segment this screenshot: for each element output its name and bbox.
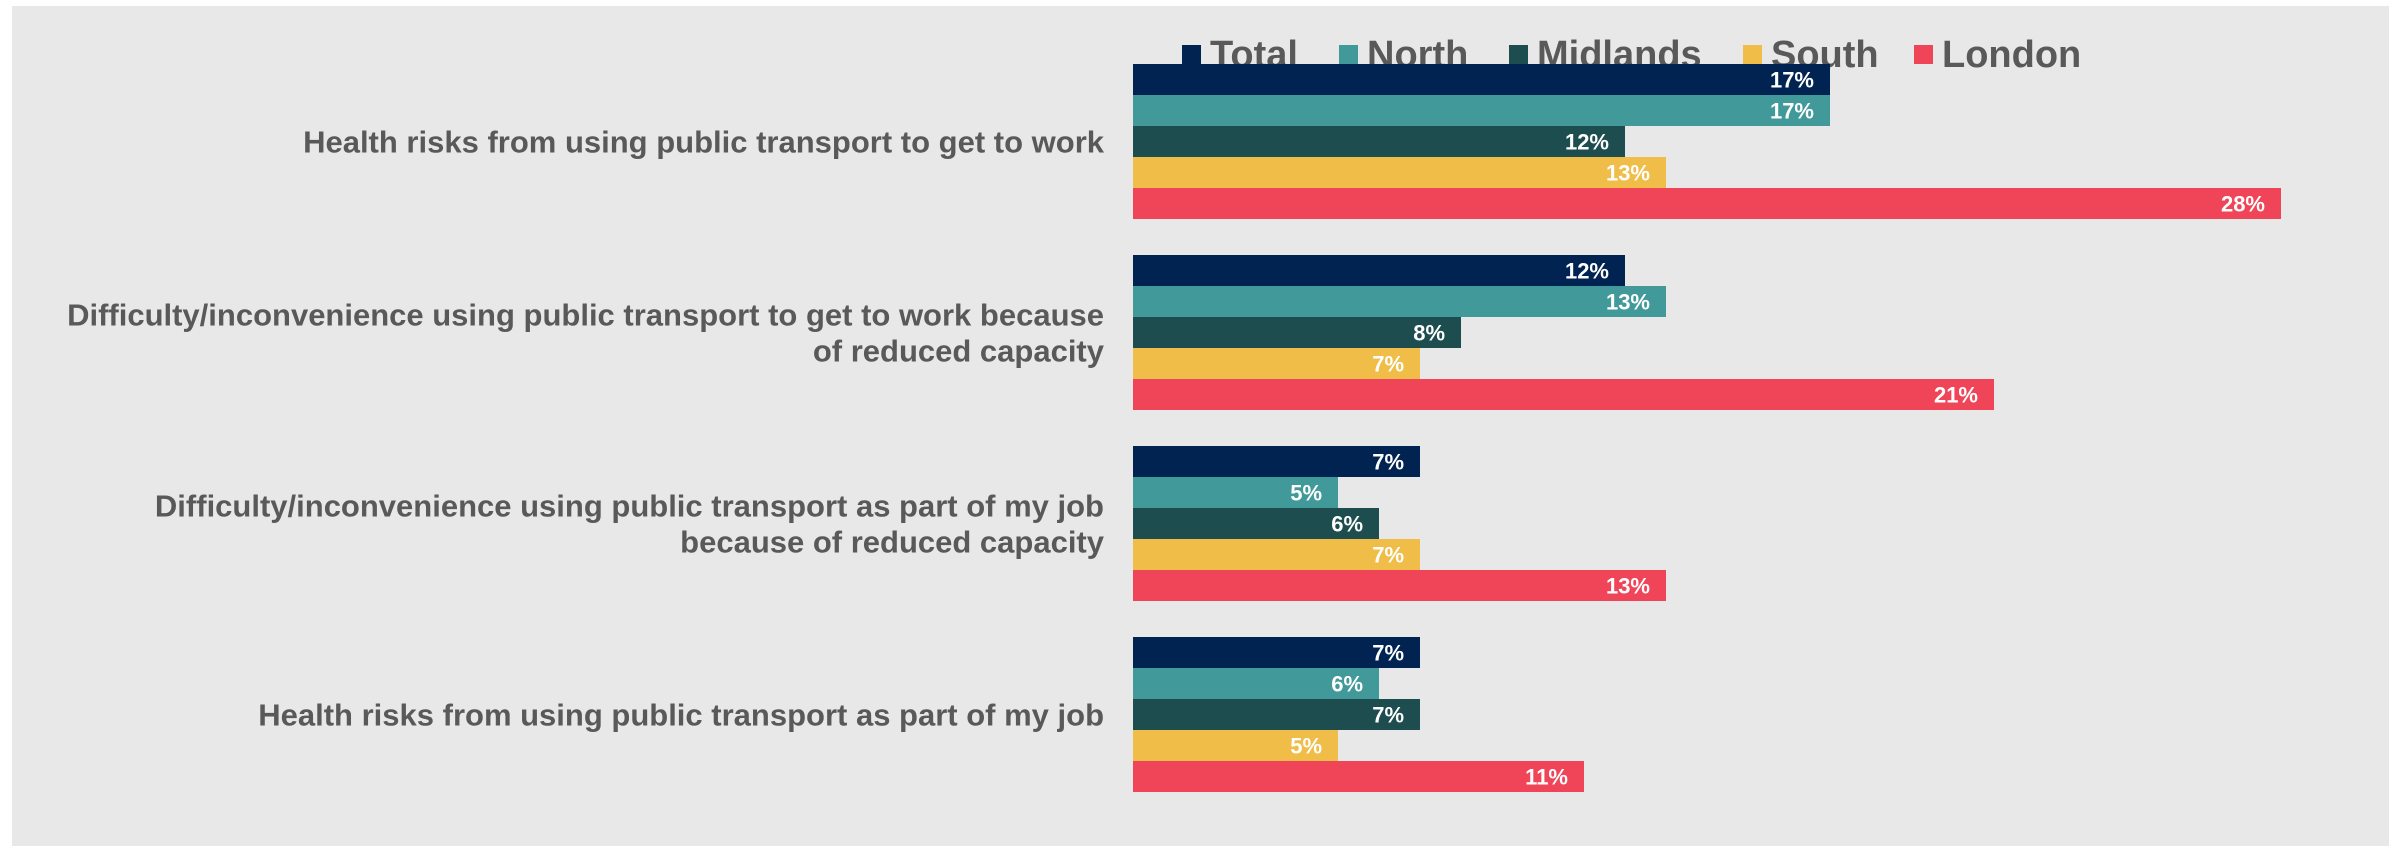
bar-south-4 xyxy=(1133,730,1338,761)
bar-total-1 xyxy=(1133,64,1830,95)
legend-swatch-london xyxy=(1914,45,1933,64)
legend-label-london: London xyxy=(1942,34,2081,76)
bar-south-2 xyxy=(1133,348,1420,379)
bar-london-3 xyxy=(1133,570,1666,601)
data-label-london-2: 21% xyxy=(1934,383,1978,408)
bar-labels: 17% 17% 12% 13% 28% 12% 13% 8% 7% 21% 7% 5% 6% 7% 13% 7… xyxy=(1290,68,2265,790)
data-label-south-2: 7% xyxy=(1372,352,1404,377)
category-label-1: Health risks from using public transport… xyxy=(303,125,1105,160)
data-label-midlands-1: 12% xyxy=(1565,130,1609,155)
legend-swatch-north xyxy=(1339,45,1358,64)
bar-south-3 xyxy=(1133,539,1420,570)
data-label-london-3: 13% xyxy=(1606,574,1650,599)
data-label-total-1: 17% xyxy=(1770,68,1814,93)
data-label-midlands-4: 7% xyxy=(1372,703,1404,728)
bar-london-1 xyxy=(1133,188,2281,219)
bars xyxy=(1133,64,2281,792)
bar-south-1 xyxy=(1133,157,1666,188)
legend-swatch-total xyxy=(1182,45,1201,64)
category-label-2: Difficulty/inconvenience using public tr… xyxy=(67,298,1105,369)
data-label-south-1: 13% xyxy=(1606,161,1650,186)
data-label-midlands-3: 6% xyxy=(1331,512,1363,537)
legend-swatch-south xyxy=(1743,45,1762,64)
bar-total-3 xyxy=(1133,446,1420,477)
data-label-south-3: 7% xyxy=(1372,543,1404,568)
data-label-north-4: 6% xyxy=(1331,672,1363,697)
data-label-total-2: 12% xyxy=(1565,259,1609,284)
data-label-midlands-2: 8% xyxy=(1413,321,1445,346)
bar-midlands-3 xyxy=(1133,508,1379,539)
bar-midlands-4 xyxy=(1133,699,1420,730)
data-label-north-2: 13% xyxy=(1606,290,1650,315)
bar-midlands-2 xyxy=(1133,317,1461,348)
bar-total-4 xyxy=(1133,637,1420,668)
data-label-north-1: 17% xyxy=(1770,99,1814,124)
bar-london-4 xyxy=(1133,761,1584,792)
bar-north-1 xyxy=(1133,95,1830,126)
chart-panel: Total North Midlands South London Health ris… xyxy=(12,6,2389,846)
data-label-london-4: 11% xyxy=(1525,765,1568,790)
category-labels: Health risks from using public transport… xyxy=(67,125,1105,733)
category-label-3: Difficulty/inconvenience using public tr… xyxy=(155,489,1105,560)
data-label-london-1: 28% xyxy=(2221,192,2265,217)
bar-london-2 xyxy=(1133,379,1994,410)
data-label-total-4: 7% xyxy=(1372,641,1404,666)
bar-total-2 xyxy=(1133,255,1625,286)
data-label-south-4: 5% xyxy=(1290,734,1322,759)
data-label-total-3: 7% xyxy=(1372,450,1404,475)
legend-swatch-midlands xyxy=(1509,45,1528,64)
bar-north-2 xyxy=(1133,286,1666,317)
bar-north-3 xyxy=(1133,477,1338,508)
bar-midlands-1 xyxy=(1133,126,1625,157)
bar-north-4 xyxy=(1133,668,1379,699)
category-label-4: Health risks from using public transport… xyxy=(258,698,1104,733)
bar-chart: Total North Midlands South London Health ris… xyxy=(67,34,2281,792)
data-label-north-3: 5% xyxy=(1290,481,1322,506)
